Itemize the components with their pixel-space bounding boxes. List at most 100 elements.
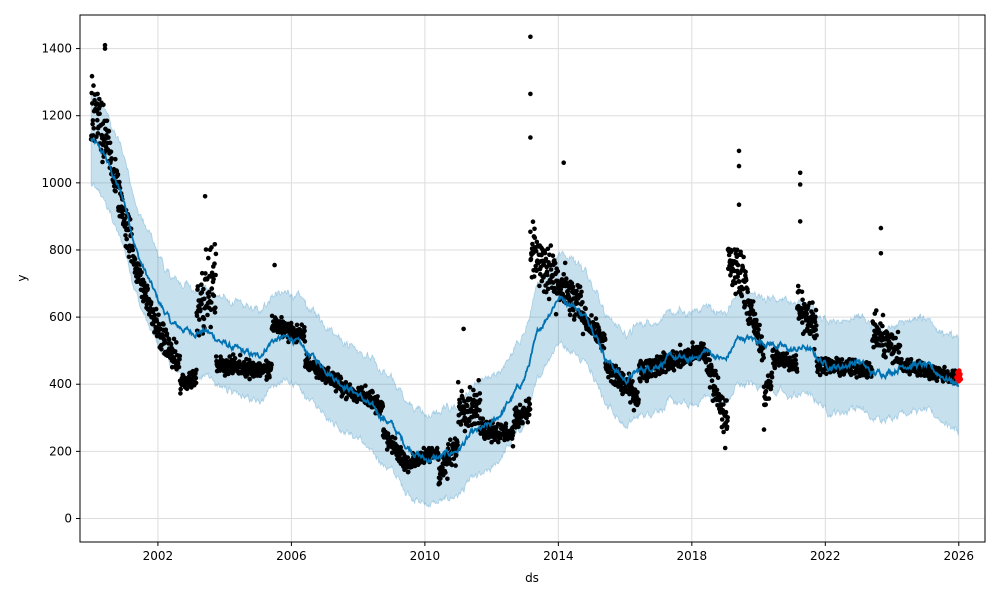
observed-point xyxy=(279,315,284,320)
observed-point xyxy=(596,327,602,333)
observed-point xyxy=(480,416,486,422)
observed-point xyxy=(793,353,799,358)
observed-point xyxy=(688,361,693,367)
observed-point xyxy=(705,351,711,357)
observed-point xyxy=(459,388,465,394)
uncertainty-band xyxy=(90,91,959,509)
observed-point xyxy=(288,320,294,326)
plot-frame xyxy=(79,14,986,543)
observed-point xyxy=(204,277,210,282)
observed-point xyxy=(193,376,199,381)
observed-point xyxy=(545,286,551,292)
observed-point xyxy=(945,369,950,374)
observed-point xyxy=(199,301,204,307)
observed-point xyxy=(113,156,118,162)
observed-point xyxy=(880,312,886,318)
observed-point xyxy=(534,268,539,274)
observed-point xyxy=(448,437,453,443)
observed-point xyxy=(435,451,441,456)
observed-point xyxy=(544,269,550,275)
observed-point xyxy=(193,380,199,386)
observed-point xyxy=(728,249,734,254)
observed-point xyxy=(546,296,552,302)
observed-point xyxy=(573,312,578,317)
observed-point xyxy=(196,332,202,338)
observed-point xyxy=(545,272,550,278)
observed-point xyxy=(636,397,641,403)
observed-point xyxy=(724,398,729,403)
observed-point xyxy=(558,287,564,292)
observed-point xyxy=(759,334,764,339)
observed-point xyxy=(440,465,445,470)
observed-point xyxy=(531,274,537,279)
observed-point xyxy=(363,383,368,389)
observed-point xyxy=(810,311,816,317)
observed-point xyxy=(130,247,136,253)
observed-point xyxy=(492,437,498,443)
observed-point xyxy=(677,342,683,348)
observed-point xyxy=(232,356,238,361)
observed-point xyxy=(230,352,236,357)
y-tick-layer: 0 200 400 600 800 1000 1200 1400 xyxy=(41,42,80,526)
observed-point xyxy=(736,202,742,207)
observed-point xyxy=(942,364,947,370)
observed-point xyxy=(571,307,576,313)
observed-point xyxy=(567,312,573,318)
observed-point xyxy=(773,358,778,364)
observed-point xyxy=(772,365,778,371)
observed-point xyxy=(91,126,97,131)
observed-point xyxy=(347,382,353,387)
observed-point xyxy=(690,340,695,345)
observed-point xyxy=(392,436,398,441)
observed-point xyxy=(707,357,712,363)
observed-point xyxy=(462,428,468,434)
observed-point xyxy=(194,313,200,319)
observed-point xyxy=(542,250,548,256)
observed-point xyxy=(537,283,542,289)
observed-point xyxy=(896,350,902,355)
observed-point xyxy=(130,244,135,249)
observed-point xyxy=(461,326,466,332)
observed-point xyxy=(899,357,904,362)
observed-point xyxy=(97,96,102,102)
observed-point xyxy=(152,312,157,318)
observed-point xyxy=(474,413,480,419)
observed-point xyxy=(602,332,607,338)
observed-point xyxy=(878,225,884,231)
observed-point xyxy=(212,310,218,315)
observed-point xyxy=(804,311,809,317)
observed-point xyxy=(209,245,214,250)
observed-point xyxy=(630,379,635,384)
observed-point xyxy=(754,317,759,323)
observed-point xyxy=(709,364,714,370)
observed-point xyxy=(797,182,803,187)
observed-point xyxy=(530,219,536,224)
observed-point xyxy=(528,91,533,97)
observed-point xyxy=(663,369,668,375)
observed-point xyxy=(613,363,619,369)
observed-point xyxy=(794,369,800,374)
observed-point xyxy=(106,128,112,134)
observed-point xyxy=(550,253,556,258)
y-tick-label: 1400 xyxy=(41,42,72,56)
observed-point xyxy=(120,211,125,217)
observed-point xyxy=(715,375,721,381)
observed-point xyxy=(211,276,216,282)
observed-point xyxy=(723,409,729,415)
observed-point xyxy=(552,285,557,291)
observed-point xyxy=(203,247,209,252)
observed-point xyxy=(527,401,533,407)
observed-point xyxy=(721,429,726,435)
observed-point xyxy=(548,267,554,272)
observed-point xyxy=(878,251,884,256)
observed-point xyxy=(768,383,774,389)
observed-point xyxy=(453,452,459,458)
grid-layer xyxy=(80,15,985,542)
observed-point xyxy=(113,188,118,194)
observed-point xyxy=(302,325,307,330)
observed-point xyxy=(122,216,127,222)
observed-point xyxy=(153,306,159,312)
uncertainty-band-layer xyxy=(90,91,959,509)
observed-point xyxy=(455,442,460,448)
observed-point xyxy=(115,172,121,177)
